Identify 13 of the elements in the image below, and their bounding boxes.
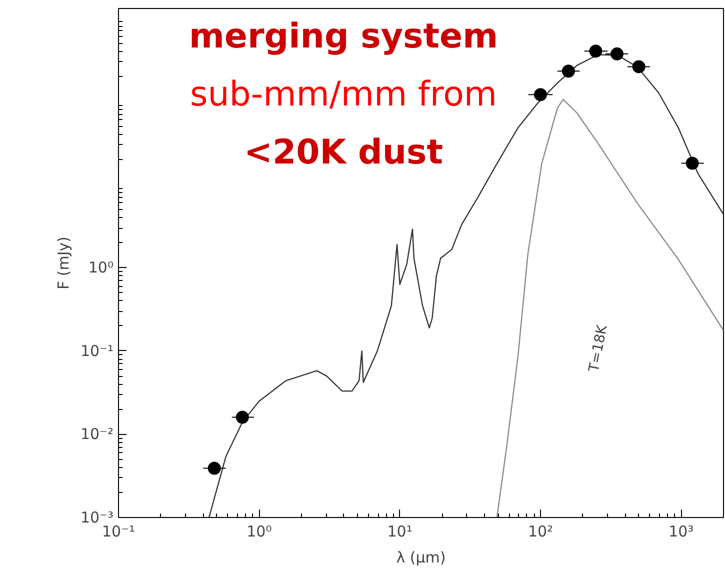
x-tick-label: 10² <box>528 522 554 540</box>
x-axis-title: λ (μm) <box>396 548 446 566</box>
y-tick-label: 10⁰ <box>88 258 114 277</box>
annotation: merging system <box>189 16 498 56</box>
annotation: sub-mm/mm from <box>190 74 497 114</box>
y-tick-label: 10⁻¹ <box>80 342 114 360</box>
y-axis-title: F (mJy) <box>54 236 72 290</box>
x-tick-label: 10³ <box>668 522 694 540</box>
x-tick-label: 10¹ <box>387 522 412 540</box>
annotation: <20K dust <box>244 132 444 172</box>
x-tick-label: 10⁰ <box>246 522 272 540</box>
y-tick-label: 10⁻² <box>80 425 114 444</box>
annotation: T=18K <box>586 322 611 374</box>
